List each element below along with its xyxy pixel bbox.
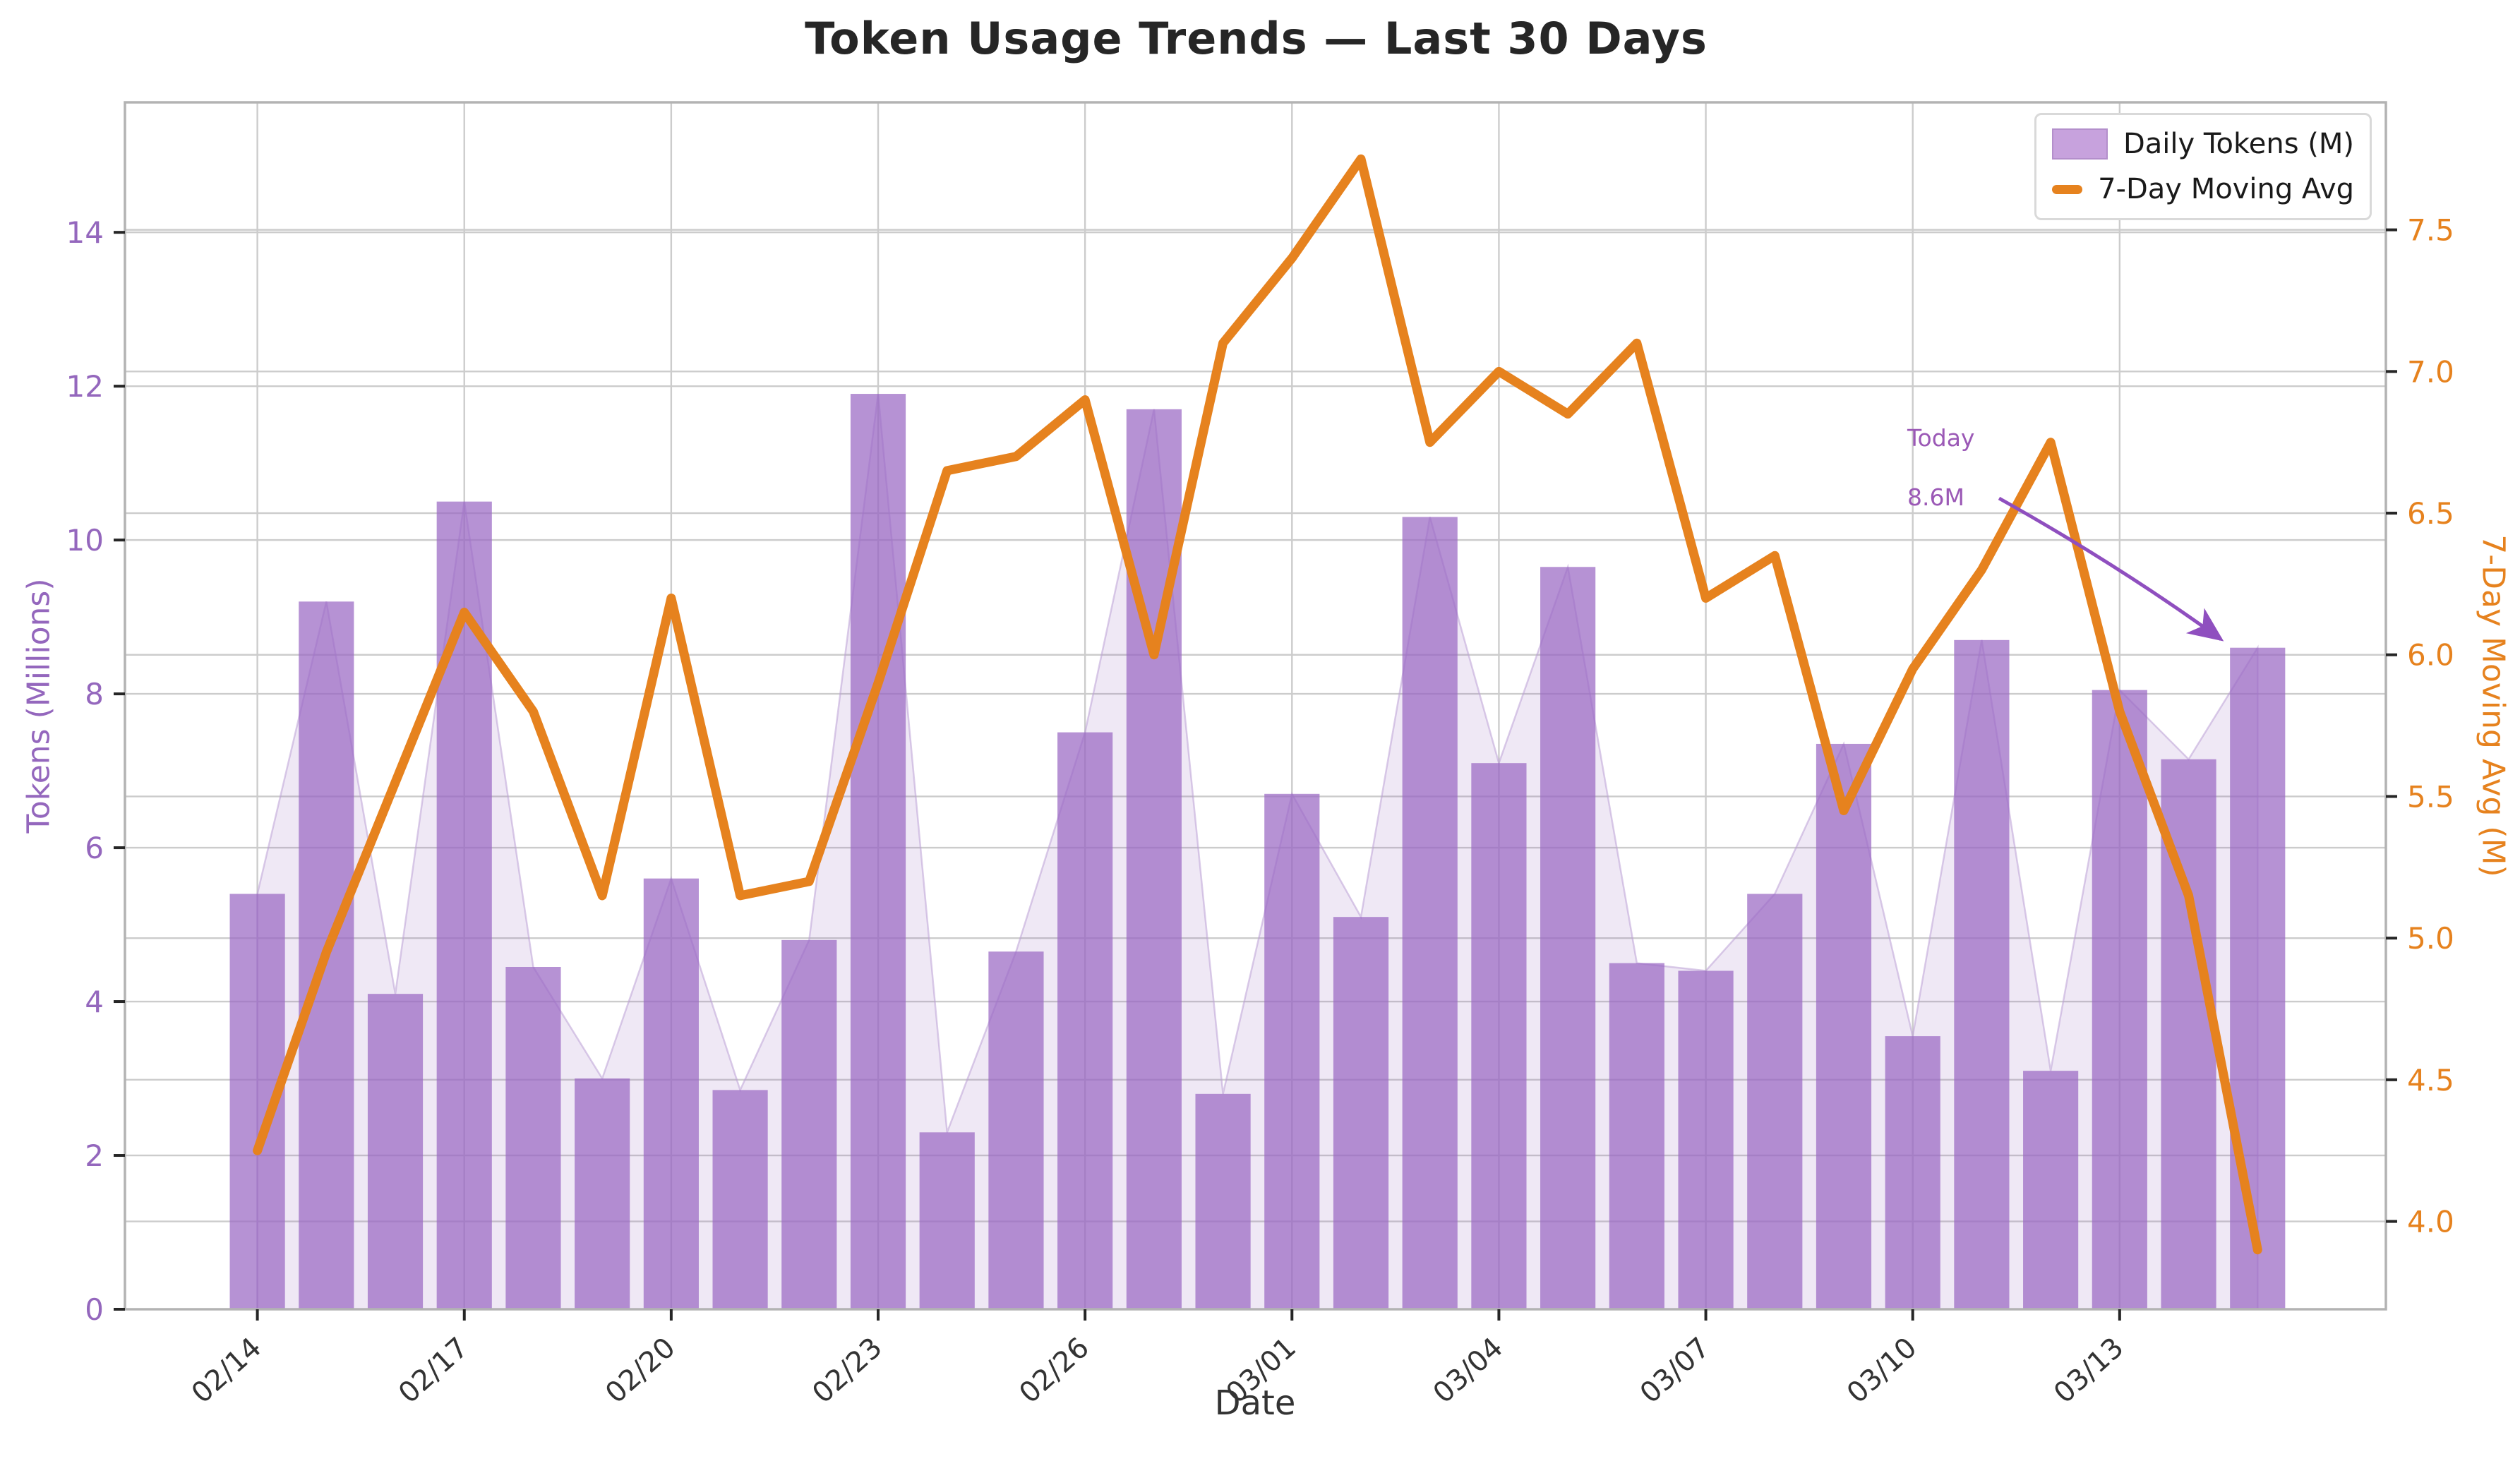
tick-label-right-6.5: 6.5 (2407, 496, 2454, 531)
left-axis-label: Tokens (Millions) (20, 578, 57, 834)
tick-label-x-03/13: 03/13 (2048, 1331, 2130, 1409)
tick-label-right-5: 5.0 (2407, 921, 2454, 956)
legend-line-label: 7-Day Moving Avg (2098, 173, 2354, 205)
x-axis-label: Date (1214, 1383, 1296, 1423)
tick-label-left-12: 12 (66, 369, 104, 404)
tick-label-x-02/20: 02/20 (599, 1331, 681, 1409)
bar-03/15 (2230, 647, 2286, 1309)
bar-02/21 (712, 1090, 768, 1309)
moving-avg-line (253, 154, 2262, 1255)
line-swatch-icon (2052, 184, 2083, 194)
bar-02/22 (781, 939, 837, 1309)
right-axis-label: 7-Day Moving Avg (M) (2475, 534, 2512, 877)
bar-03/01 (1264, 793, 1320, 1309)
bar-swatch-icon (2052, 128, 2108, 160)
bar-02/16 (367, 994, 424, 1309)
tick-label-x-02/17: 02/17 (392, 1331, 474, 1409)
bar-03/06 (1609, 963, 1664, 1309)
bar-02/26 (1057, 732, 1113, 1309)
legend: Daily Tokens (M) 7-Day Moving Avg (2034, 113, 2372, 220)
bar-03/13 (2092, 690, 2147, 1309)
tick-label-left-10: 10 (66, 523, 104, 558)
tick-label-x-02/23: 02/23 (806, 1331, 888, 1409)
tick-label-x-02/26: 02/26 (1013, 1331, 1095, 1409)
bar-03/03 (1402, 517, 1458, 1309)
tick-label-right-7.5: 7.5 (2407, 213, 2454, 248)
tick-label-left-0: 0 (85, 1292, 104, 1327)
tick-label-right-6: 6.0 (2407, 638, 2454, 673)
bar-03/12 (2023, 1071, 2079, 1309)
bar-02/23 (850, 394, 906, 1309)
plot-border (124, 101, 2387, 1311)
tick-label-left-4: 4 (85, 985, 104, 1019)
tick-label-x-03/10: 03/10 (1841, 1331, 1923, 1409)
tick-label-x-02/14: 02/14 (186, 1331, 268, 1409)
bar-02/28 (1195, 1093, 1251, 1309)
tick-label-left-14: 14 (66, 215, 104, 250)
legend-item-moving-avg: 7-Day Moving Avg (2052, 172, 2354, 207)
legend-item-daily-tokens: Daily Tokens (M) (2052, 126, 2354, 162)
bar-03/02 (1333, 917, 1389, 1309)
bar-02/18 (505, 967, 561, 1309)
bar-02/19 (575, 1078, 630, 1309)
bar-03/05 (1540, 567, 1596, 1309)
tick-label-left-8: 8 (85, 677, 104, 711)
tick-label-right-7: 7.0 (2407, 354, 2454, 389)
today-annotation: Today 8.6M (1907, 423, 1974, 513)
tick-label-left-6: 6 (85, 831, 104, 865)
bar-03/08 (1747, 894, 1803, 1309)
legend-bar-label: Daily Tokens (M) (2123, 128, 2354, 160)
bar-03/07 (1678, 970, 1734, 1309)
bar-02/27 (1126, 409, 1182, 1309)
tick-label-right-4.5: 4.5 (2407, 1063, 2454, 1098)
annotation-line2: 8.6M (1907, 483, 1964, 512)
bar-02/25 (988, 951, 1044, 1309)
tick-label-right-4: 4.0 (2407, 1205, 2454, 1239)
tick-label-right-5.5: 5.5 (2407, 779, 2454, 814)
bar-03/04 (1471, 763, 1527, 1309)
tick-label-x-03/04: 03/04 (1427, 1331, 1509, 1409)
tick-label-x-03/07: 03/07 (1634, 1331, 1716, 1409)
chart-title: Token Usage Trends — Last 30 Days (805, 13, 1708, 64)
bar-03/11 (1954, 639, 2010, 1309)
bar-02/24 (919, 1132, 975, 1309)
annotation-line1: Today (1907, 424, 1975, 452)
bar-03/10 (1885, 1036, 1940, 1309)
bar-03/09 (1816, 743, 1872, 1309)
tick-label-left-2: 2 (85, 1138, 104, 1173)
annotation-arrow (1998, 496, 2224, 642)
bar-02/20 (643, 878, 699, 1309)
